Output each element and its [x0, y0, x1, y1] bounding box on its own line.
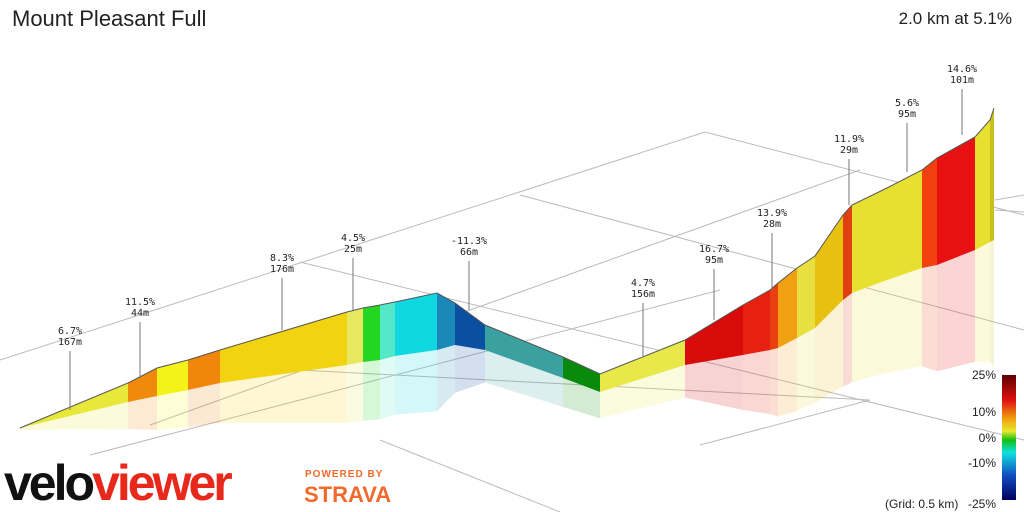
shadow-face [852, 280, 887, 383]
profile-face [380, 302, 395, 360]
scale-label: 10% [972, 405, 996, 419]
profile-face [843, 205, 852, 300]
shadow-face [778, 338, 797, 417]
shadow-face [455, 345, 485, 393]
profile-face [852, 188, 887, 293]
segment-length: 176m [270, 264, 294, 275]
summary: 2.0 km at 5.1% [899, 9, 1012, 28]
shadow-face [975, 242, 990, 362]
profile-face [363, 305, 380, 362]
profile-face [347, 308, 363, 365]
segment-grade: 5.6% [895, 98, 919, 109]
title: Mount Pleasant Full [12, 6, 206, 31]
shadow-face [990, 240, 994, 369]
profile-face [887, 170, 922, 280]
logo: veloviewer [4, 455, 232, 511]
segment-grade: 11.9% [834, 134, 864, 145]
segment-length: 25m [344, 244, 362, 255]
shadow-face [843, 293, 852, 387]
profile-face [797, 256, 815, 338]
segment-grade: 11.5% [125, 297, 155, 308]
profile-face [922, 158, 937, 268]
segment-grade: 4.5% [341, 233, 365, 244]
color-scale [1002, 375, 1016, 500]
profile-face [600, 340, 685, 392]
shadow-face [600, 365, 685, 419]
shadow-face [188, 383, 220, 427]
segment-length: 66m [460, 247, 478, 258]
profile-face [815, 215, 843, 328]
strava-logo: STRAVA [304, 482, 391, 507]
profile-face [937, 137, 975, 265]
profile-face [770, 283, 778, 350]
shadow-face [380, 356, 395, 420]
segment-length: 44m [131, 308, 149, 319]
scale-label: -10% [968, 456, 996, 470]
segment-length: 156m [631, 289, 655, 300]
shadow-face [815, 300, 843, 403]
profile-face [128, 368, 157, 402]
segment-grade: -11.3% [451, 236, 487, 247]
grid-note: (Grid: 0.5 km) [885, 497, 958, 511]
shadow-face [395, 350, 437, 415]
segment-labels: 6.7%167m 11.5%44m 8.3%176m 4.5%25m -11.3%66m… [58, 64, 977, 410]
profile-face [743, 290, 770, 355]
profile-face [485, 325, 563, 378]
profile-face [975, 120, 990, 250]
shadow-face [157, 390, 188, 430]
elevation-profile [19, 107, 995, 430]
shadow-face [220, 365, 347, 423]
profile-face [778, 268, 797, 348]
legend: 25% 10% 0% -10% -25% [968, 368, 996, 511]
scale-label: 0% [979, 431, 997, 445]
segment-grade: 14.6% [947, 64, 977, 75]
segment-length: 29m [840, 145, 858, 156]
shadow-face [685, 355, 743, 410]
profile-face [395, 293, 437, 356]
shadow-face [363, 360, 380, 421]
scale-label: 25% [972, 368, 996, 382]
shadow-face [563, 378, 600, 419]
segment-length: 167m [58, 337, 82, 348]
shadow-face [770, 348, 778, 417]
shadow-face [485, 350, 563, 407]
segment-grade: 16.7% [699, 244, 729, 255]
logo-part: viewer [92, 455, 232, 511]
shadow-face [937, 250, 975, 372]
logo-part: velo [4, 455, 94, 511]
profile-face [157, 360, 188, 396]
profile-face [220, 312, 347, 383]
segment-grade: 4.7% [631, 278, 655, 289]
profile-face [455, 303, 485, 350]
powered-by: POWERED BY [305, 469, 383, 480]
segment-length: 95m [705, 255, 723, 266]
shadow-face [20, 402, 128, 430]
segment-length: 101m [950, 75, 974, 86]
segment-grade: 13.9% [757, 208, 787, 219]
segment-grade: 8.3% [270, 253, 294, 264]
segment-length: 95m [898, 109, 916, 120]
shadow-face [437, 345, 455, 412]
profile-face [685, 305, 743, 365]
shadow-face [922, 265, 937, 372]
scale-label: -25% [968, 497, 996, 511]
segment-length: 28m [763, 219, 781, 230]
profile-face [188, 350, 220, 390]
segment-grade: 6.7% [58, 326, 82, 337]
shadow-face [797, 328, 815, 411]
shadow-face [743, 350, 770, 414]
profile-face [563, 357, 600, 392]
profile-face [437, 293, 455, 350]
shadow-face [347, 362, 363, 423]
profile-face [990, 108, 994, 242]
shadow-face [887, 268, 922, 373]
shadow-face [128, 396, 157, 430]
